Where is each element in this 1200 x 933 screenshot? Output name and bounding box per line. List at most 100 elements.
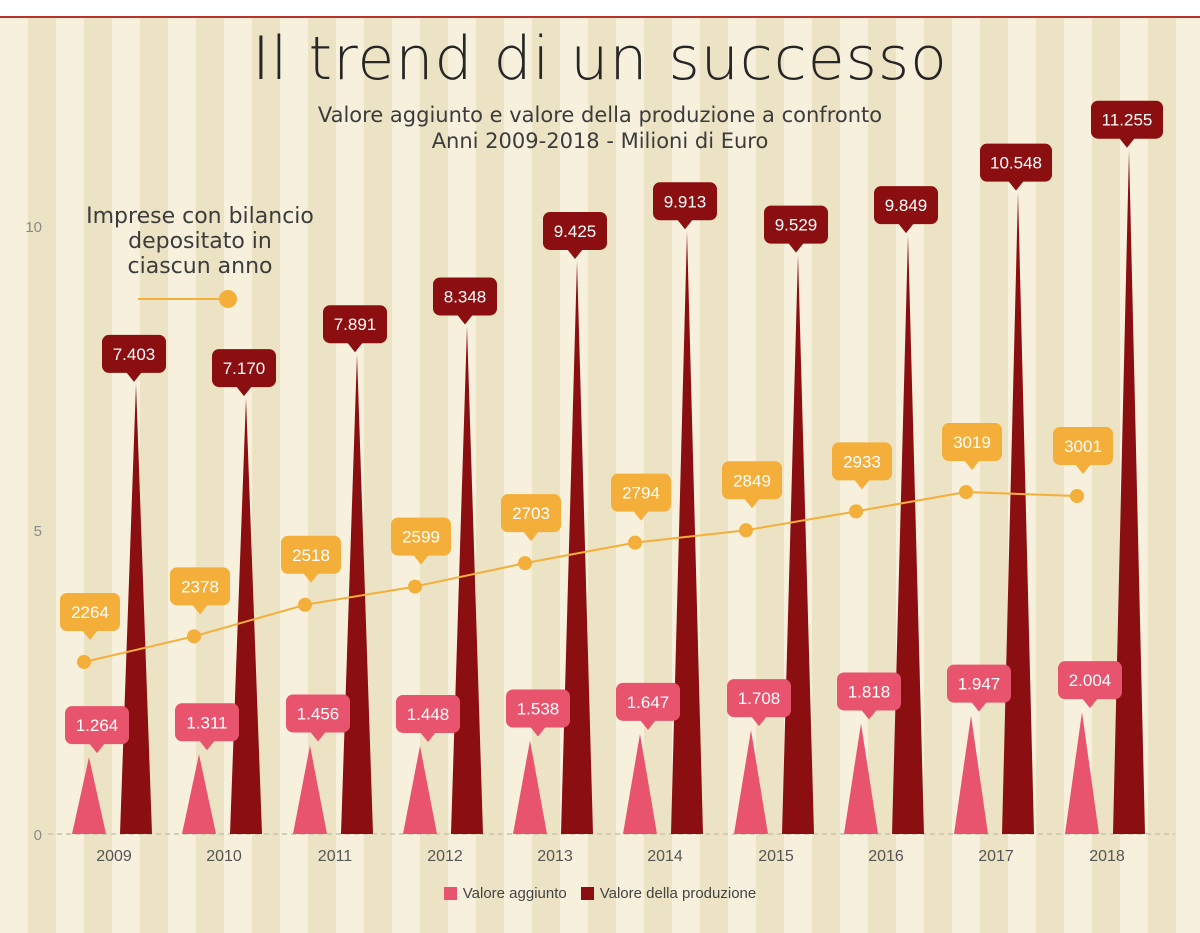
bar-valore-aggiunto-2016 [844,723,878,834]
label-valore-produzione-2009-box [102,334,166,373]
line-legend-marker [219,290,237,308]
label-imprese-2017-box [942,423,1002,461]
label-imprese-2012-text: 2599 [402,528,440,547]
label-valore-aggiunto-2014-text: 1.647 [627,693,670,712]
label-imprese-2015: 2849 [722,461,782,509]
label-valore-produzione-2017-box [980,143,1052,182]
x-tick-label: 2015 [758,848,794,865]
label-imprese-2016-pointer [854,479,870,490]
label-valore-produzione-2012-text: 8.348 [444,287,487,306]
legend-swatch-valore-aggiunto [443,886,457,900]
label-valore-aggiunto-2018: 2.004 [1058,661,1122,709]
line-imprese [83,490,1078,663]
label-valore-produzione-2014-text: 9.913 [664,192,707,211]
point-imprese-2014 [628,535,642,550]
label-valore-aggiunto-2012: 1.448 [396,694,460,742]
background-stripe [28,18,56,933]
point-imprese-2009 [77,655,91,669]
label-imprese-2011-text: 2518 [292,546,330,565]
label-imprese-2018-box [1053,427,1113,466]
label-valore-aggiunto-2016-box [837,672,901,711]
label-valore-aggiunto-2014-box [616,682,680,721]
bar-valore-aggiunto-2013 [513,740,547,834]
label-valore-produzione-2015: 9.529 [764,205,828,253]
label-valore-aggiunto-2013: 1.538 [506,689,570,737]
label-valore-produzione-2017-text: 10.548 [990,154,1042,173]
bar-valore-produzione-2018 [1113,149,1145,835]
label-valore-produzione-2014-box [653,182,717,221]
label-valore-produzione-2015-box [764,205,828,244]
label-valore-aggiunto-2010-box [175,703,239,742]
x-tick-label: 2016 [868,848,904,865]
label-valore-aggiunto-2011-box [286,694,350,733]
label-imprese-2013: 2703 [501,494,561,542]
x-tick-label: 2017 [978,848,1014,865]
label-valore-aggiunto-2017-text: 1.947 [958,675,1001,694]
label-valore-produzione-2015-text: 9.529 [775,216,818,235]
label-valore-aggiunto-2011: 1.456 [286,694,350,742]
label-valore-produzione-2015-pointer [788,242,804,253]
x-tick-label: 2013 [537,848,573,865]
label-imprese-2009-box [60,593,120,631]
label-imprese-2017-text: 3019 [953,433,991,452]
point-imprese-2010 [187,629,201,644]
background-stripe [924,18,952,933]
label-imprese-2017: 3019 [942,423,1002,470]
label-valore-produzione-2009: 7.403 [102,334,166,382]
bar-valore-aggiunto-2014 [623,733,657,834]
label-imprese-2011: 2518 [281,535,341,583]
label-valore-produzione-2010: 7.170 [212,349,276,397]
legend-label-valore-aggiunto: Valore aggiunto [462,884,567,902]
label-imprese-2013-box [501,494,561,533]
label-valore-produzione-2016-box [874,186,938,225]
bar-valore-aggiunto-2011 [293,745,327,834]
label-valore-aggiunto-2010-text: 1.311 [186,713,227,732]
label-imprese-2016-text: 2933 [843,452,881,471]
chart-subtitle-line2: Anni 2009-2018 - Milioni di Euro [431,129,769,153]
label-valore-aggiunto-2017: 1.947 [947,664,1011,712]
label-valore-aggiunto-2015: 1.708 [727,679,791,727]
label-valore-produzione-2018-pointer [1119,137,1135,148]
label-valore-produzione-2011-text: 7.891 [334,315,377,334]
label-valore-produzione-2011-pointer [347,342,363,353]
label-valore-produzione-2018: 11.255 [1091,100,1163,148]
label-imprese-2012-pointer [413,554,429,565]
bar-valore-produzione-2015 [782,254,814,835]
label-imprese-2012: 2599 [391,517,451,565]
label-valore-aggiunto-2009-pointer [89,743,105,754]
bar-valore-aggiunto-2018 [1065,712,1099,834]
label-valore-produzione-2014: 9.913 [653,182,717,230]
label-imprese-2012-box [391,517,451,556]
label-valore-aggiunto-2014-pointer [640,719,656,730]
x-tick-label: 2018 [1089,848,1125,865]
label-imprese-2014-box [611,473,671,512]
label-valore-produzione-2013-text: 9.425 [554,222,597,241]
label-imprese-2009-pointer [82,630,98,640]
legend-label-valore-produzione: Valore della produzione [599,884,757,902]
top-rule [0,0,1200,18]
label-imprese-2010-text: 2378 [181,577,219,596]
label-valore-aggiunto-2013-text: 1.538 [517,699,560,718]
background-stripe [1148,18,1176,933]
line-legend-line2: depositato in [128,229,272,254]
label-valore-aggiunto-2013-box [506,689,570,728]
label-valore-produzione-2013-pointer [567,248,583,259]
label-valore-aggiunto-2018-pointer [1082,698,1098,709]
label-valore-produzione-2016-text: 9.849 [885,196,928,215]
point-imprese-2018 [1070,489,1084,504]
label-valore-produzione-2010-pointer [236,386,252,397]
label-imprese-2014-text: 2794 [622,484,660,503]
label-valore-produzione-2018-text: 11.255 [1102,111,1153,130]
label-valore-produzione-2014-pointer [677,219,693,230]
label-valore-produzione-2012-pointer [457,314,473,325]
label-valore-aggiunto-2009-box [65,706,129,745]
label-imprese-2009-text: 2264 [71,603,109,622]
line-legend-line1: Imprese con bilancio [86,204,314,229]
label-valore-produzione-2018-box [1091,100,1163,139]
label-valore-aggiunto-2016-text: 1.818 [848,682,891,701]
point-imprese-2017 [959,485,973,499]
point-imprese-2013 [518,556,532,571]
point-imprese-2011 [298,597,312,612]
label-valore-aggiunto-2017-pointer [971,701,987,712]
